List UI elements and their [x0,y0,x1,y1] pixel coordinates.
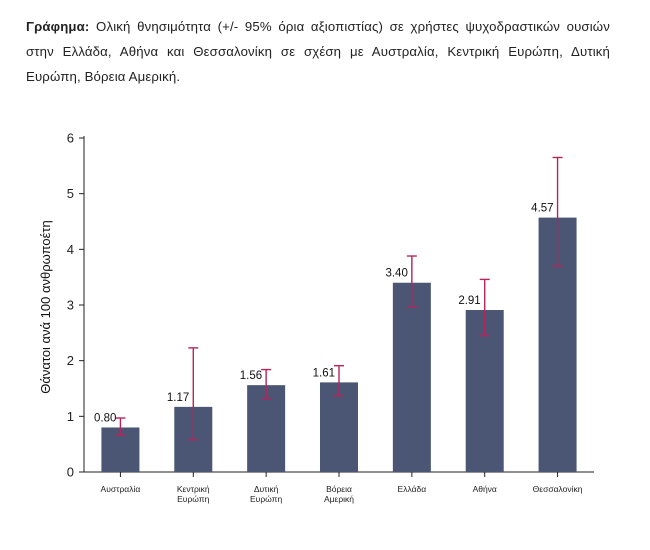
x-tick-label: Κεντρική Ευρώπη [177,484,210,504]
data-label: 1.56 [240,370,262,382]
x-tick-label-line: Αμερική [324,494,354,504]
data-label: 0.80 [94,412,116,424]
bar [392,282,431,472]
x-tick-label-line: Αθήνα [473,484,497,494]
y-tick-label: 6 [67,131,74,146]
x-tick-label-line: Αυστραλία [101,484,141,494]
x-tick-label-line: Ευρώπη [177,494,210,504]
x-tick-label-line: Ευρώπη [250,494,283,504]
x-tick-label: Ελλάδα [398,484,427,494]
x-tick-label: Δυτική Ευρώπη [250,484,283,504]
figure-caption: Γράφημα: Ολική θνησιμότητα (+/- 95% όρια… [26,14,610,89]
bar-chart: 0 1 2 3 4 5 6 Θάνατοι ανά 100 ανθρωποέτη 0.80 Αυσ… [38,131,594,504]
x-tick-label-line: Θεσσαλονίκη [533,484,583,494]
data-label: 1.17 [167,392,189,404]
y-tick-label: 0 [67,465,74,480]
data-label: 3.40 [385,268,407,280]
y-tick-label: 1 [67,409,74,424]
x-tick-label-line: Ελλάδα [398,484,427,494]
x-tick-label-line: Δυτική [254,484,279,494]
data-label: 4.57 [531,203,553,215]
data-label: 2.91 [458,295,480,307]
x-tick-label: Αθήνα [473,484,497,494]
y-tick-label: 5 [67,186,74,201]
x-tick-label: Βόρεια Αμερική [324,484,354,504]
caption-prefix: Γράφημα: [26,19,90,34]
data-label: 1.61 [313,367,335,379]
caption-text: Ολική θνησιμότητα (+/- 95% όρια αξιοπιστ… [26,19,610,84]
bar [320,382,358,472]
chart-panel: 0 1 2 3 4 5 6 Θάνατοι ανά 100 ανθρωποέτη 0.80 Αυσ… [30,112,616,542]
x-tick-label: Αυστραλία [101,484,141,494]
x-tick-label: Θεσσαλονίκη [533,484,583,494]
x-tick-label-line: Βόρεια [326,484,352,494]
bar [247,385,286,472]
bar [465,310,504,472]
y-tick-label: 3 [67,298,74,313]
y-axis-title: Θάνατοι ανά 100 ανθρωποέτη [38,220,53,394]
y-tick-label: 4 [67,242,74,257]
y-tick-label: 2 [67,353,74,368]
x-tick-label-line: Κεντρική [177,484,210,494]
